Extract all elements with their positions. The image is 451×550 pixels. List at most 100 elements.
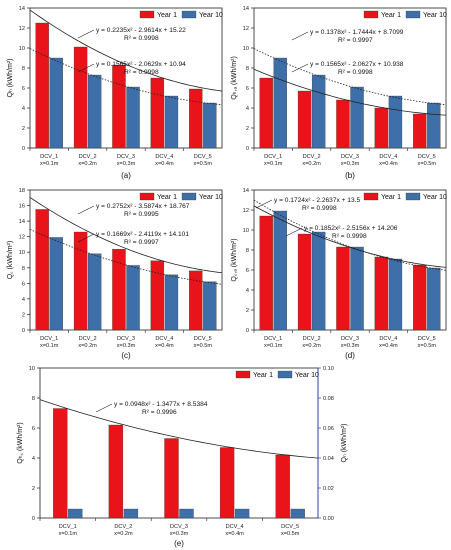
legend-label: Year 10 [295,372,319,379]
x-category-sublabel: x=0.4m [225,531,244,537]
y-axis-label: Qₕ (kWh/m²) [7,59,14,98]
bar-year1 [259,77,273,149]
y-axis-label: Q꜀ (kWh/m²) [7,241,14,280]
fit-r2: R² = 0.9996 [142,409,177,416]
bar-year10 [164,274,179,331]
fit-curve-year10 [29,229,223,285]
legend-swatch [181,192,197,201]
x-category-label: DCV_2 [303,154,321,160]
fit-r2: R² = 0.9997 [338,37,373,44]
bar-year10 [290,508,305,519]
fit-equation: y = 0.1565x² - 2.0627x + 10.938 [310,61,404,68]
x-category-label: DCV_2 [114,524,132,530]
legend-swatch [405,192,421,201]
x-category-label: DCV_3 [170,524,188,530]
bar-year1 [108,424,124,519]
x-category-label: DCV_5 [194,154,212,160]
y-tick-label: 4 [246,106,249,112]
bar-year1 [259,215,273,331]
bar-year1 [35,22,49,149]
x-category-sublabel: x=0.4m [155,161,174,167]
fit-curve-year1 [253,68,447,116]
bar-year10 [273,57,287,149]
legend-swatch [235,370,251,379]
legend-swatch [139,192,155,201]
bar-year10 [388,95,403,149]
fit-r2: R² = 0.9998 [124,35,159,42]
x-category-label: DCV_1 [40,336,58,342]
y-tick-label: 8 [32,396,35,402]
annotation-arrow [255,199,273,209]
panel-label: (b) [345,171,355,180]
bar-year1 [297,233,312,331]
annotation-arrow [95,403,113,413]
legend-label: Year 1 [381,194,401,201]
x-category-label: DCV_5 [281,524,299,530]
fit-equation: y = 0.1724x² - 2.2637x + 13.5 [274,197,360,204]
fit-curve-year10 [253,48,447,106]
legend-swatch [405,10,421,19]
x-category-label: DCV_2 [79,336,97,342]
bar-year10 [273,210,287,331]
bar-year1 [164,438,179,519]
y-axis-label: Qₕ꜀ (kWh/m²) [17,422,24,463]
fit-equation: y = 0.2235x² - 2.9614x + 15.22 [96,27,186,34]
plot-frame [29,189,223,331]
fit-curve-year10 [253,199,447,271]
y-tick-label: 14 [19,6,25,12]
y-tick-label: 0 [32,516,35,522]
legend-label: Year 10 [423,12,447,19]
bar-year10 [179,508,194,519]
x-category-sublabel: x=0.1m [59,531,78,537]
x-category-label: DCV_5 [418,154,436,160]
x-category-label: DCV_4 [155,336,173,342]
y-tick-label: 8 [22,66,25,72]
bar-year1 [53,408,68,519]
y-tick-label: 12 [243,26,249,32]
annotation-arrow [291,63,309,73]
x-category-label: DCV_4 [379,154,397,160]
y-tick-label: 8 [246,248,249,254]
fit-equation: y = 0.2752x² - 3.5874x + 18.767 [96,203,190,210]
y-tick-label: 6 [32,426,35,432]
y-tick-label: 14 [243,188,249,194]
x-category-sublabel: x=0.2m [114,531,133,537]
x-category-label: DCV_4 [226,524,244,530]
bar-year10 [164,95,179,149]
fit-r2: R² = 0.9998 [332,233,367,240]
legend-swatch [139,10,155,19]
y2-tick-label: 0.06 [323,426,334,432]
x-category-label: DCV_1 [40,154,58,160]
fit-r2: R² = 0.9997 [124,239,159,246]
bar-year1 [297,90,312,149]
y-tick-label: 4 [22,297,25,303]
y-tick-label: 0 [246,328,249,334]
x-category-sublabel: x=0.4m [379,161,398,167]
x-category-sublabel: x=0.3m [117,343,136,349]
y-tick-label: 10 [19,46,25,52]
annotation-arrow [77,205,95,215]
y-tick-label: 4 [32,456,35,462]
fit-curve-year1 [39,399,319,459]
fit-equation: y = 0.1852x² - 2.5156x + 14.206 [304,225,398,232]
panel-label: (e) [174,539,184,548]
bar-year1 [374,256,389,331]
bar-year10 [350,246,364,331]
bar-year1 [275,454,290,519]
x-category-sublabel: x=0.5m [281,531,300,537]
x-category-sublabel: x=0.2m [78,161,97,167]
y-tick-label: 18 [19,188,25,194]
annotation-arrow [77,63,95,73]
y-tick-label: 10 [19,250,25,256]
legend-label: Year 1 [157,12,177,19]
y-tick-label: 16 [19,204,25,210]
x-category-sublabel: x=0.1m [40,161,59,167]
fit-curve-year1 [253,205,447,268]
x-category-label: DCV_3 [117,154,135,160]
y-tick-label: 14 [19,219,25,225]
legend-label: Year 1 [157,194,177,201]
y-tick-label: 10 [29,366,35,372]
bar-year1 [112,248,126,331]
y2-tick-label: 0.00 [323,516,334,522]
y2-tick-label: 0.02 [323,486,334,492]
